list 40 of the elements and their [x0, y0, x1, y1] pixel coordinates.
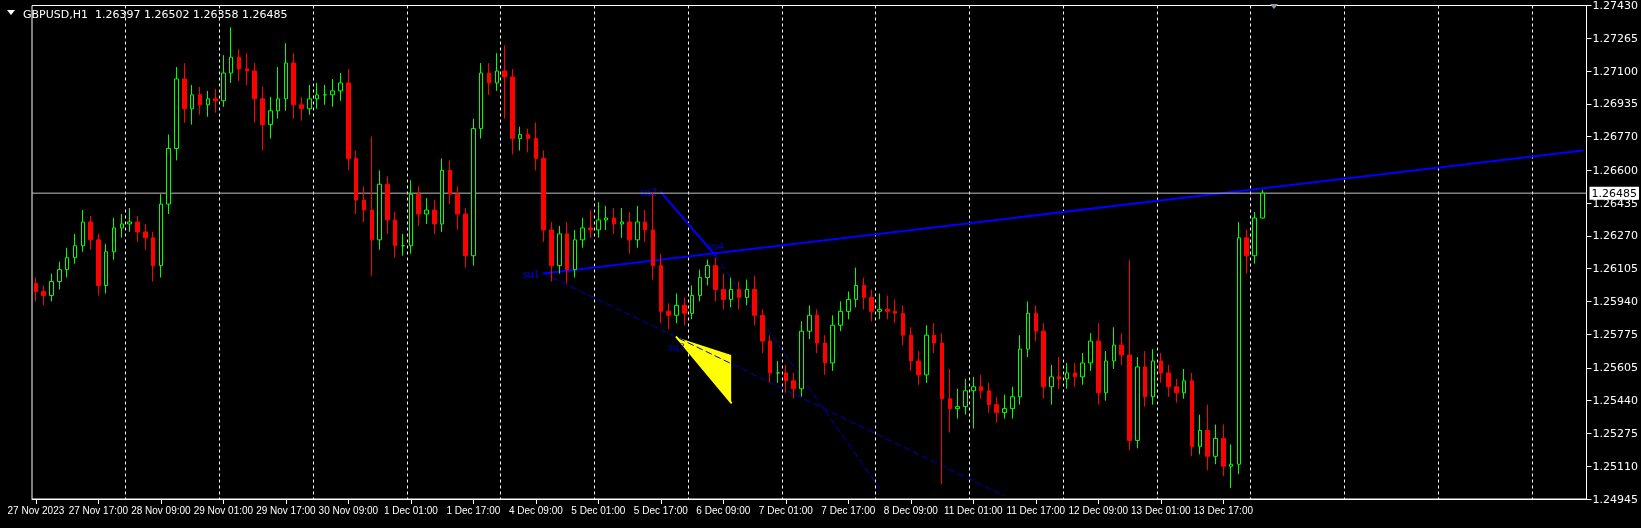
x-tick-label: 11 Dec 01:00	[943, 504, 1004, 516]
x-tick-label: 1 Dec 01:00	[383, 504, 439, 516]
x-tick-label: 27 Nov 2023	[7, 504, 65, 516]
x-tick-label: 6 Dec 09:00	[696, 504, 751, 516]
y-tick-label: 1.25440	[1592, 394, 1639, 408]
x-tick-label: 1 Dec 17:00	[446, 504, 501, 516]
x-tick-label: 12 Dec 09:00	[1068, 504, 1129, 516]
y-tick-label: 1.26770	[1592, 130, 1639, 144]
data-label: su3	[668, 340, 685, 355]
y-tick-label: 1.25775	[1592, 327, 1639, 341]
x-tick-label: 4 Dec 09:00	[508, 504, 564, 516]
x-tick-label: 7 Dec 17:00	[821, 504, 876, 516]
series-label: su1	[522, 266, 540, 281]
x-tick-label: 13 Dec 01:00	[1131, 504, 1191, 516]
y-tick-label: 1.25605	[1592, 361, 1639, 375]
y-tick-label: 1.26105	[1592, 262, 1639, 276]
y-tick-label: 1.27100	[1592, 64, 1639, 78]
x-tick-label: 29 Nov 17:00	[256, 504, 317, 516]
x-tick-label: 5 Dec 01:00	[571, 504, 626, 516]
y-tick-label: 1.26270	[1592, 229, 1639, 243]
x-tick-label: 11 Dec 17:00	[1006, 504, 1066, 516]
x-tick-label: 7 Dec 01:00	[758, 504, 814, 516]
ref-line-label: 1.26485	[1591, 186, 1638, 200]
y-tick-label: 1.25275	[1592, 426, 1639, 440]
x-tick-label: 28 Nov 09:00	[131, 504, 192, 516]
chart-title: GBPUSD,H1 1.26397 1.26502 1.26358 1.26485	[23, 8, 288, 21]
x-tick-label: 29 Nov 01:00	[193, 504, 254, 516]
x-tick-label: 13 Dec 17:00	[1193, 504, 1254, 516]
y-tick-label: 1.25110	[1592, 459, 1639, 473]
x-tick-label: 5 Dec 17:00	[633, 504, 689, 516]
x-tick-label: 27 Nov 17:00	[68, 504, 129, 516]
x-tick-label: 30 Nov 09:00	[318, 504, 379, 516]
y-tick-label: 1.26935	[1592, 97, 1639, 111]
series-label: su4	[707, 238, 724, 253]
y-tick-label: 1.27430	[1592, 0, 1639, 12]
y-tick-label: 1.27265	[1592, 31, 1639, 45]
y-tick-label: 1.24945	[1592, 492, 1639, 506]
x-tick-label: 8 Dec 09:00	[883, 504, 939, 516]
y-tick-label: 1.25940	[1592, 294, 1639, 308]
y-tick-label: 1.26600	[1592, 163, 1639, 177]
